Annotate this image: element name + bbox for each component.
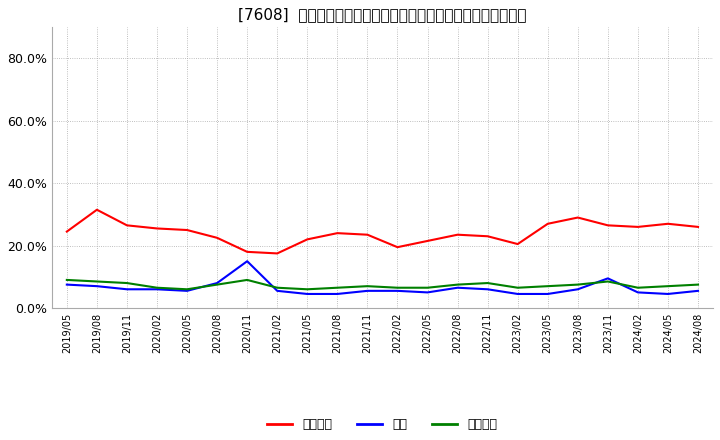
在庫	[333, 291, 342, 297]
買入債務	[423, 285, 432, 290]
買入債務	[303, 286, 312, 292]
在庫	[183, 288, 192, 293]
買入債務	[183, 286, 192, 292]
在庫	[693, 288, 702, 293]
売上債権	[693, 224, 702, 230]
売上債権	[454, 232, 462, 237]
在庫	[153, 286, 161, 292]
売上債権	[664, 221, 672, 227]
買入債務	[664, 283, 672, 289]
Title: [7608]  売上債権、在庫、買入債務の総資産に対する比率の推移: [7608] 売上債権、在庫、買入債務の総資産に対する比率の推移	[238, 7, 527, 22]
買入債務	[243, 277, 251, 282]
売上債権	[122, 223, 131, 228]
在庫	[513, 291, 522, 297]
買入債務	[513, 285, 522, 290]
売上債権	[423, 238, 432, 244]
在庫	[393, 288, 402, 293]
買入債務	[213, 282, 222, 287]
売上債権	[634, 224, 642, 230]
売上債権	[363, 232, 372, 237]
買入債務	[122, 280, 131, 286]
売上債権	[513, 242, 522, 247]
売上債権	[273, 251, 282, 256]
在庫	[213, 280, 222, 286]
在庫	[454, 285, 462, 290]
Line: 在庫: 在庫	[67, 261, 698, 294]
買入債務	[544, 283, 552, 289]
Line: 買入債務: 買入債務	[67, 280, 698, 289]
在庫	[573, 286, 582, 292]
在庫	[544, 291, 552, 297]
在庫	[243, 259, 251, 264]
売上債権	[63, 229, 71, 234]
売上債権	[303, 237, 312, 242]
買入債務	[153, 285, 161, 290]
在庫	[63, 282, 71, 287]
買入債務	[693, 282, 702, 287]
買入債務	[393, 285, 402, 290]
在庫	[423, 290, 432, 295]
在庫	[603, 276, 612, 281]
売上債権	[93, 207, 102, 213]
売上債権	[483, 234, 492, 239]
売上債権	[243, 249, 251, 254]
売上債権	[213, 235, 222, 240]
売上債権	[153, 226, 161, 231]
在庫	[122, 286, 131, 292]
在庫	[273, 288, 282, 293]
売上債権	[333, 231, 342, 236]
売上債権	[544, 221, 552, 227]
買入債務	[273, 285, 282, 290]
売上債権	[393, 245, 402, 250]
在庫	[664, 291, 672, 297]
Line: 売上債権: 売上債権	[67, 210, 698, 253]
在庫	[634, 290, 642, 295]
買入債務	[363, 283, 372, 289]
買入債務	[573, 282, 582, 287]
売上債権	[183, 227, 192, 233]
買入債務	[93, 279, 102, 284]
在庫	[93, 283, 102, 289]
Legend: 売上債権, 在庫, 買入債務: 売上債権, 在庫, 買入債務	[262, 414, 503, 436]
買入債務	[483, 280, 492, 286]
売上債権	[603, 223, 612, 228]
在庫	[363, 288, 372, 293]
売上債権	[573, 215, 582, 220]
買入債務	[634, 285, 642, 290]
在庫	[483, 286, 492, 292]
買入債務	[603, 279, 612, 284]
買入債務	[63, 277, 71, 282]
在庫	[303, 291, 312, 297]
買入債務	[333, 285, 342, 290]
買入債務	[454, 282, 462, 287]
